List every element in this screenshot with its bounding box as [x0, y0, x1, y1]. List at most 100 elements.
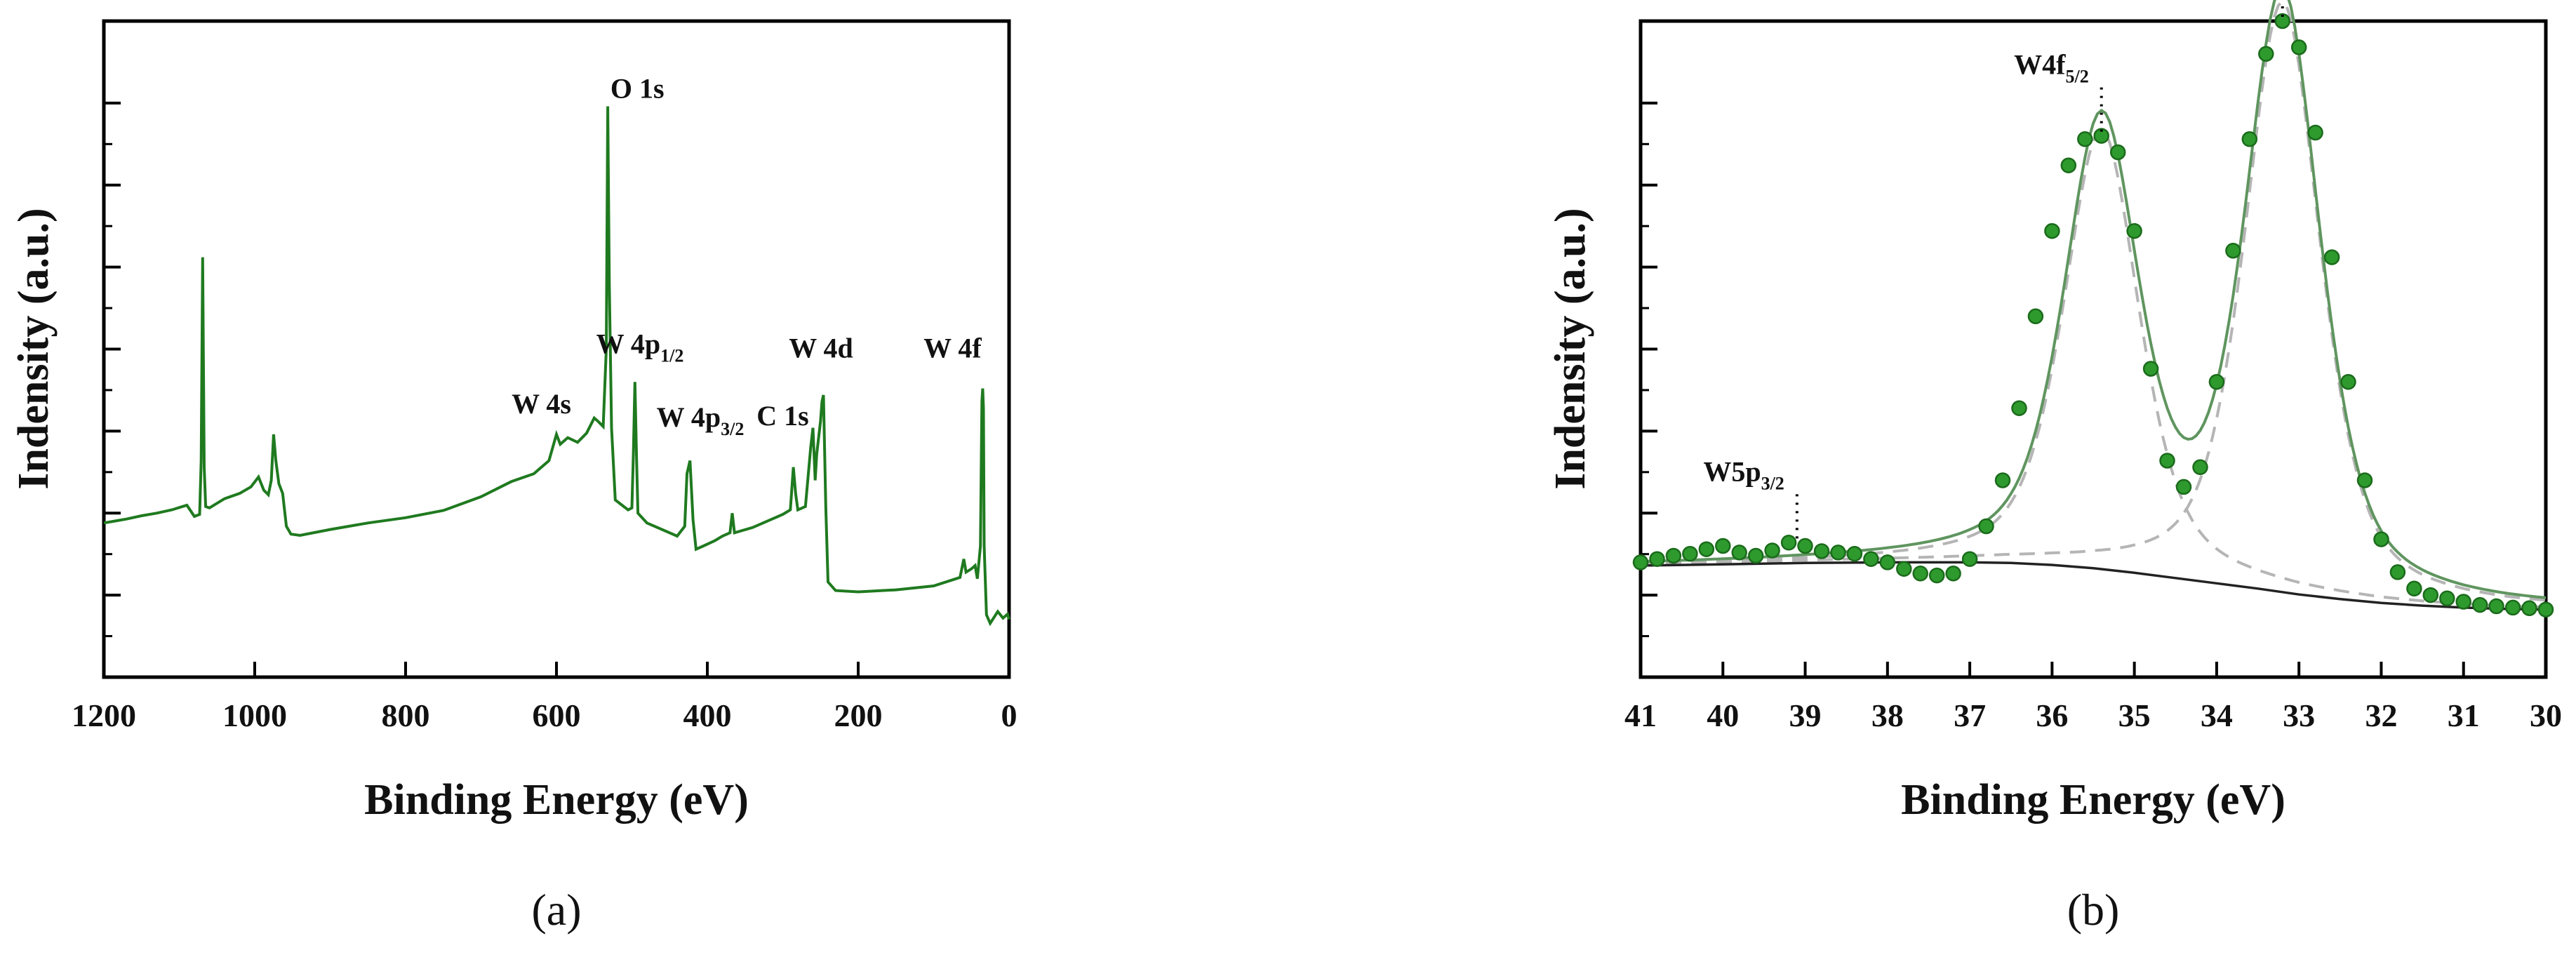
data-point: [1994, 472, 2011, 488]
data-point: [2356, 472, 2373, 488]
data-point: [1945, 566, 1961, 582]
data-point: [1764, 542, 1780, 559]
peak-label-text: W 4p: [657, 401, 721, 433]
data-point: [2488, 598, 2504, 615]
data-point: [2142, 361, 2159, 377]
data-point: [2323, 249, 2340, 265]
data-point: [2027, 308, 2044, 325]
plot-frame-b: [1639, 19, 2548, 679]
data-point: [1896, 561, 1912, 577]
x-ticks-b: 41 40 39 38 37 36 35 34 33 32 31 30: [1624, 662, 2562, 733]
peak-label: W 4p1/2: [596, 328, 684, 366]
peak-label-text: W 4d: [789, 333, 853, 364]
x-tick-label: 37: [1954, 697, 1986, 733]
peak-label: W 4p3/2: [657, 401, 745, 439]
data-point: [2504, 599, 2521, 616]
peak-label: W4f5/2: [2014, 49, 2089, 87]
chart-panel-a: 1200 1000 800 600 400 200 0 O 1sW 4sW 4p1/2W 4…: [10, 19, 1017, 935]
data-point: [1797, 537, 1813, 554]
y-ticks-b: [1641, 101, 1657, 638]
data-point: [1928, 567, 1945, 584]
survey-spectrum-line: [103, 106, 1010, 627]
data-point: [2093, 128, 2109, 144]
w4f52-component-curve: [1640, 128, 2547, 609]
data-point: [1731, 545, 1747, 561]
data-point: [1830, 545, 1846, 561]
x-tick-label: 1200: [72, 697, 136, 733]
x-axis-title-a: Binding Energy (eV): [364, 776, 749, 824]
x-tick-label: 30: [2530, 697, 2562, 733]
peak-label-text: W 4p: [596, 328, 661, 360]
w4f72-component-curve: [1640, 0, 2547, 602]
peak-label: C 1s: [756, 400, 808, 432]
data-point: [2471, 596, 2488, 613]
data-point: [1665, 547, 1682, 564]
panel-label-b: (b): [2067, 885, 2120, 935]
data-point: [2537, 601, 2554, 617]
peak-label-text: W 4f: [923, 333, 982, 364]
data-point: [2208, 374, 2225, 390]
data-point: [2077, 131, 2093, 147]
data-point: [2455, 594, 2471, 610]
x-axis-title-b: Binding Energy (eV): [1901, 776, 2285, 824]
peak-label-text: C 1s: [756, 400, 808, 432]
peak-label-subscript: 1/2: [660, 346, 683, 366]
data-point: [2109, 144, 2126, 161]
x-tick-label: 41: [1624, 697, 1657, 733]
peak-label-text: O 1s: [610, 73, 665, 105]
x-tick-label: 400: [683, 697, 732, 733]
x-tick-label: 800: [382, 697, 430, 733]
peak-label-subscript: 5/2: [2065, 67, 2088, 87]
data-point: [1649, 551, 1665, 567]
data-point: [2011, 400, 2027, 416]
peak-label: W 4f: [923, 333, 982, 364]
data-point: [1632, 554, 1649, 570]
x-tick-label: 36: [2036, 697, 2068, 733]
peak-label: O 1s: [610, 73, 665, 105]
measured-points: [1632, 13, 2554, 617]
y-axis-title-b: Indensity (a.u.): [1547, 208, 1594, 489]
x-tick-label: 40: [1707, 697, 1739, 733]
data-point: [2159, 453, 2175, 469]
x-tick-label: 34: [2201, 697, 2233, 733]
data-point: [1846, 545, 1863, 562]
peak-label: W 4s: [512, 388, 571, 420]
data-point: [2406, 580, 2422, 597]
data-point: [1698, 541, 1715, 557]
data-point: [1747, 547, 1764, 564]
data-point: [1715, 537, 1731, 554]
data-point: [2389, 564, 2406, 580]
x-tick-label: 600: [533, 697, 581, 733]
x-tick-label: 32: [2365, 697, 2397, 733]
x-ticks-a: 1200 1000 800 600 400 200 0: [72, 662, 1017, 733]
plot-frame-a: [102, 19, 1011, 679]
y-axis-title-a: Indensity (a.u.): [10, 208, 58, 489]
data-point: [1879, 554, 1896, 570]
data-point: [2225, 243, 2241, 259]
x-tick-label: 31: [2448, 697, 2480, 733]
data-point: [2340, 374, 2356, 390]
data-point: [2422, 587, 2439, 603]
data-point: [2175, 479, 2192, 495]
x-tick-label: 39: [1789, 697, 1822, 733]
data-point: [1978, 518, 1994, 535]
peak-label-text: W4f: [2014, 49, 2066, 81]
data-point: [2241, 131, 2258, 147]
x-tick-label: 35: [2118, 697, 2151, 733]
peak-label-text: W 4s: [512, 388, 571, 420]
peak-label-subscript: 3/2: [721, 419, 744, 439]
data-point: [2439, 590, 2455, 607]
data-point: [1682, 545, 1698, 562]
x-tick-label: 33: [2283, 697, 2315, 733]
x-tick-label: 200: [834, 697, 883, 733]
panel-label-a: (a): [531, 885, 581, 935]
data-point: [2258, 46, 2274, 62]
data-point: [2192, 459, 2208, 476]
data-point: [2290, 39, 2307, 55]
data-point: [2044, 222, 2060, 239]
peak-label-subscript: 3/2: [1761, 473, 1784, 493]
data-point: [1961, 551, 1978, 567]
